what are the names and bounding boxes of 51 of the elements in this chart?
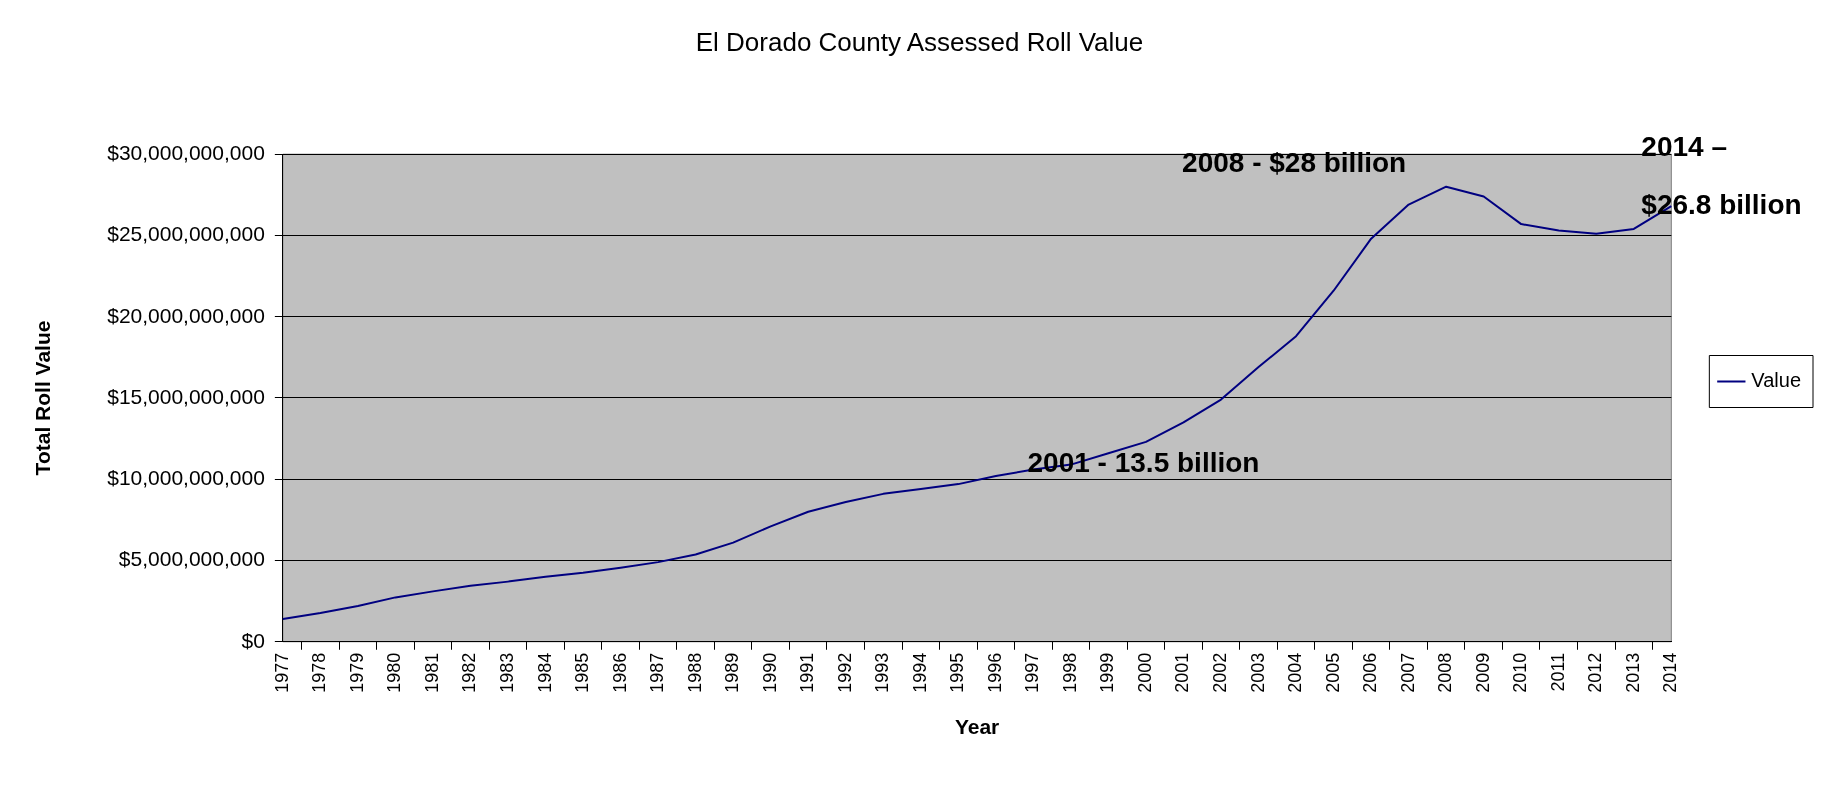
x-tick-label: 1977 [271,652,292,693]
x-tick-label: 1989 [722,652,743,693]
x-tick-label: 1982 [459,652,480,693]
x-tick-label: 2014 [1660,652,1681,693]
x-tick-label: 2007 [1397,652,1418,693]
y-tick-label: $10,000,000,000 [107,466,265,490]
x-tick-label: 2001 [1172,652,1193,693]
y-tick-label: $0 [241,628,265,652]
x-tick-label: 1998 [1059,652,1080,693]
x-tick-label: 2004 [1285,652,1306,693]
x-tick-label: 1997 [1022,652,1043,693]
x-tick-label: 1983 [496,652,517,693]
x-tick-label: 1979 [346,652,367,693]
x-tick-label: 2011 [1547,652,1568,692]
y-tick-label: $5,000,000,000 [118,547,265,571]
x-tick-label: 1985 [572,652,593,693]
x-tick-label: 2005 [1322,652,1343,693]
y-axis-title: Total Roll Value [31,320,55,476]
x-tick-label: 2006 [1360,652,1381,693]
x-tick-label: 2002 [1209,652,1230,693]
x-tick-label: 1980 [384,652,405,693]
x-tick-label: 1978 [309,652,330,693]
annotation: 2014 – [1641,130,1727,162]
x-tick-label: 1993 [872,652,893,693]
x-tick-label: 1986 [609,652,630,693]
x-tick-label: 1987 [647,652,668,693]
x-tick-label: 2010 [1510,652,1531,693]
y-tick-label: $15,000,000,000 [107,384,265,408]
x-tick-label: 1981 [421,652,442,693]
x-tick-label: 1984 [534,652,555,693]
x-tick-label: 1999 [1097,652,1118,693]
x-tick-label: 2008 [1435,652,1456,693]
x-tick-label: 2000 [1134,652,1155,693]
y-tick-label: $25,000,000,000 [107,222,265,246]
x-tick-label: 2012 [1585,652,1606,693]
annotation: $26.8 billion [1641,188,1802,220]
x-tick-label: 1991 [797,652,818,693]
x-tick-label: 2013 [1622,652,1643,693]
legend-label: Value [1751,369,1801,392]
y-tick-label: $20,000,000,000 [107,303,265,327]
chart-title: El Dorado County Assessed Roll Value [695,26,1144,57]
x-tick-label: 1996 [984,652,1005,693]
x-tick-label: 1995 [947,652,968,693]
x-tick-label: 1992 [834,652,855,693]
x-tick-label: 1988 [684,652,705,693]
x-tick-label: 2009 [1472,652,1493,693]
x-tick-label: 2003 [1247,652,1268,693]
x-tick-label: 1990 [759,652,780,693]
x-axis-title: Year [954,715,1000,739]
y-tick-label: $30,000,000,000 [107,141,265,164]
x-tick-label: 1994 [909,652,930,693]
